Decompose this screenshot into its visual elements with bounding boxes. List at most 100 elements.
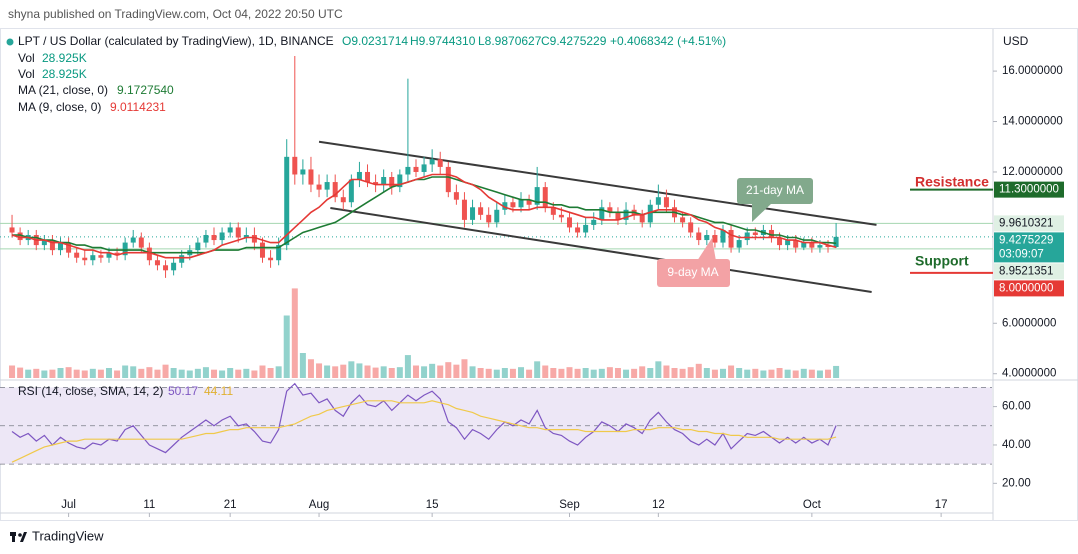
volume-bar [534,361,541,378]
volume-bar [235,369,242,378]
support-label: Support [915,253,969,269]
volume-bar [316,363,323,378]
volume-bar [380,366,387,378]
volume-bar [598,368,605,378]
candle-body [817,245,823,248]
volume-bar [477,368,484,378]
rsi-tick-label: 40.00 [1002,439,1031,451]
candle-body [66,242,72,253]
candle-body [623,209,629,220]
volume-bar [81,370,88,378]
candle-body [728,229,734,248]
volume-bar [614,368,621,378]
volume-bar [623,369,630,378]
candle-body [470,207,476,220]
volume-bar [760,370,767,378]
candle-body [453,192,459,200]
candle-body [324,182,330,190]
trend-line [330,207,872,293]
candle-body [82,257,88,261]
volume-bar [792,370,799,378]
volume-bar [421,366,428,378]
candle-body [486,214,492,223]
volume-bar [800,368,807,378]
candle-body [276,245,282,261]
candle-body [171,262,177,271]
volume-bar [606,367,613,378]
callout-pointer [697,238,716,261]
candle-body [235,227,241,238]
volume-bar [356,363,363,378]
volume-bar [412,365,419,378]
x-tick-label: 17 [935,499,948,511]
rsi-line [11,382,837,454]
footer-logo [10,532,27,542]
candle-body [809,242,815,248]
candle-body [284,156,290,246]
rsi-legend: RSI (14, close, SMA, 14, 2) [18,384,163,398]
x-tick-label: Aug [309,499,329,511]
ma9-callout: 9-day MA [657,238,730,287]
price-label-box [994,181,1064,198]
volume-bar [461,359,468,378]
candle-body [607,207,613,213]
candle-body [680,217,686,223]
candle-body [316,184,322,190]
x-tick-label: Jul [61,499,76,511]
candle-body [389,177,395,188]
candle-body [720,229,726,243]
volume-bar [372,367,379,378]
footer-brand: TradingView [32,528,104,543]
candle-body [615,212,621,220]
candle-body [599,207,605,220]
volume-bar [582,368,589,378]
volume-bar [25,369,32,378]
candle-body [300,169,306,175]
volume-bar [348,361,355,378]
volume-bar [17,367,24,378]
candle-body [243,235,249,238]
back-layer [0,188,993,517]
volume-bar [105,368,112,378]
candle-body [130,237,136,243]
callout-text: 9-day MA [667,265,718,279]
main-layer [9,55,877,463]
volume-bar [332,366,339,378]
volume-bar [776,368,783,378]
x-tick-label: 12 [652,499,665,511]
candle-body [98,255,104,258]
candle-body [833,236,839,248]
volume-bar [526,369,533,378]
volume-bar [324,365,331,378]
volume-bar [364,365,371,378]
ohlc-low: L8.9870627 [478,34,542,48]
y-tick-label: 14.0000000 [1002,116,1063,128]
volume-bar [558,368,565,378]
candle-body [154,260,160,266]
candle-body [550,207,556,215]
callout-pointer [752,203,772,222]
price-label: 9.4275229 [999,234,1053,246]
candle-body [825,245,831,248]
candle-body [138,237,144,248]
price-label: 8.0000000 [999,282,1053,294]
volume-bar [695,363,702,378]
candle-body [179,255,185,263]
volume-bar [219,370,226,378]
candle-body [566,217,572,228]
candle-body [203,235,209,243]
volume-bar [340,364,347,378]
volume-bar [719,368,726,378]
ohlc-change: +0.4068342 (+4.51%) [610,34,726,48]
candle-body [58,242,64,251]
candle-body [793,240,799,248]
volume-bar [267,368,274,378]
volume-bar [194,368,201,378]
volume-bar [202,367,209,378]
candle-body [365,171,371,183]
volume-bar [590,369,597,378]
price-label: 9.9610321 [999,217,1053,229]
volume-bar [178,369,185,378]
x-tick-label: Sep [559,499,579,511]
